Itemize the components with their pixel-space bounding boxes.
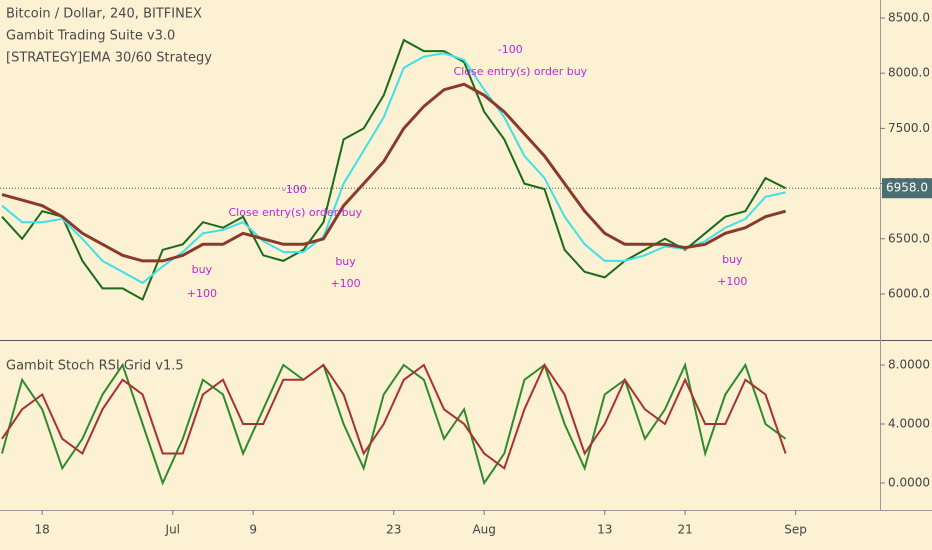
annotation: buy xyxy=(335,255,356,268)
annotation: -100 xyxy=(498,43,523,56)
x-tick-label: 13 xyxy=(597,523,612,537)
y-tick-label: 8000.0 xyxy=(888,66,930,80)
x-tick-label: 18 xyxy=(35,523,50,537)
x-tick-label: 23 xyxy=(386,523,401,537)
oscillator-title: Gambit Stoch RSI Grid v1.5 xyxy=(6,359,184,374)
indicator-name: Gambit Trading Suite v3.0 xyxy=(6,29,175,44)
strategy-name: [STRATEGY]EMA 30/60 Strategy xyxy=(6,51,212,66)
x-tick-label: Jul xyxy=(165,523,180,537)
y-tick-label: 7500.0 xyxy=(888,121,930,135)
x-tick-label: 21 xyxy=(677,523,692,537)
series-line xyxy=(1,82,786,263)
y-tick-label: 8500.0 xyxy=(888,10,930,24)
last-price-label: 6958.0 xyxy=(886,181,928,195)
series-line xyxy=(1,361,787,486)
x-tick-label: Aug xyxy=(472,523,495,537)
series-line xyxy=(1,362,787,470)
annotation: +100 xyxy=(330,277,360,290)
annotation: +100 xyxy=(717,275,747,288)
y-tick-label: 4.0000 xyxy=(888,417,930,431)
y-tick-label: 6500.0 xyxy=(888,231,930,245)
annotation: buy xyxy=(722,253,743,266)
x-tick-label: 9 xyxy=(249,523,257,537)
annotation: Close entry(s) order buy xyxy=(454,65,588,78)
chart-title: Bitcoin / Dollar, 240, BITFINEX xyxy=(6,7,202,22)
series-line xyxy=(1,52,786,285)
annotation: -100 xyxy=(282,183,307,196)
annotation: Close entry(s) order buy xyxy=(229,206,363,219)
x-tick-label: Sep xyxy=(784,523,807,537)
y-tick-label: 8.0000 xyxy=(888,358,930,372)
y-tick-label: 0.0000 xyxy=(888,476,930,490)
annotation: buy xyxy=(192,263,213,276)
last-price-box xyxy=(882,178,932,199)
annotation: +100 xyxy=(187,287,217,300)
y-tick-label: 6000.0 xyxy=(888,286,930,300)
